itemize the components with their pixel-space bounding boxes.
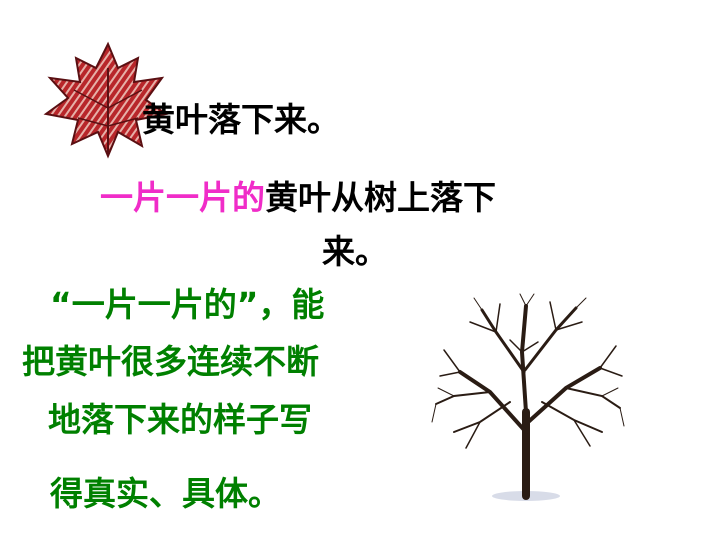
sentence-2-highlight: 一片一片的 [100, 178, 265, 217]
sentence-2-rest: 黄叶从树上落下 [265, 178, 496, 217]
explanation-line-3: 地落下来的样子写 [48, 400, 312, 439]
explanation-line-4: 得真实、具体。 [50, 474, 281, 513]
sentence-1: 黄叶落下来。 [142, 100, 340, 139]
sentence-2-end: 来。 [322, 232, 388, 271]
explanation-line-2: 把黄叶很多连续不断 [22, 342, 319, 381]
maple-leaf-icon [43, 41, 169, 159]
sentence-2: 一片一片的黄叶从树上落下 [100, 178, 496, 218]
explanation-line-1: “一片一片的”，能 [50, 285, 325, 324]
bare-tree-icon [431, 293, 625, 501]
